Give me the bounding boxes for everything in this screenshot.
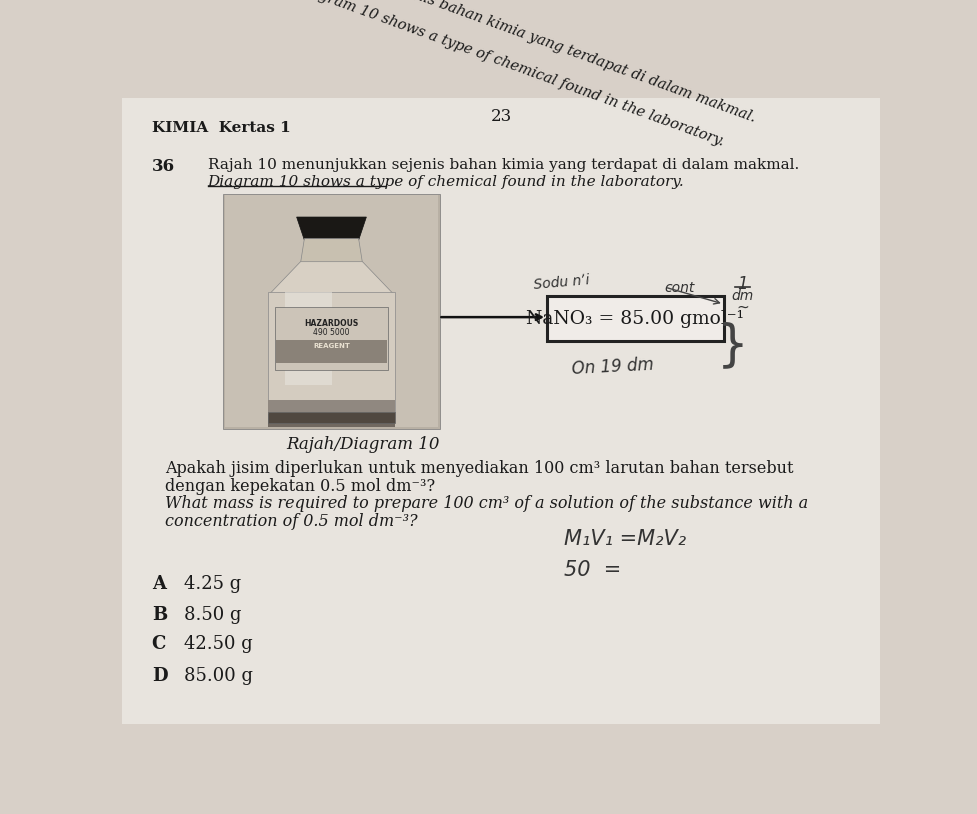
FancyBboxPatch shape bbox=[223, 194, 440, 429]
Text: 36: 36 bbox=[151, 158, 175, 175]
FancyBboxPatch shape bbox=[275, 307, 388, 370]
Text: On 19 dm: On 19 dm bbox=[572, 356, 654, 378]
FancyBboxPatch shape bbox=[268, 292, 395, 412]
Text: concentration of 0.5 mol dm⁻³?: concentration of 0.5 mol dm⁻³? bbox=[165, 514, 417, 531]
Text: C: C bbox=[151, 635, 166, 653]
Text: 50  =: 50 = bbox=[564, 560, 620, 580]
Text: What mass is required to prepare 100 cm³ of a solution of the substance with a: What mass is required to prepare 100 cm³… bbox=[165, 495, 807, 512]
Text: Sodu nʼi: Sodu nʼi bbox=[532, 274, 589, 292]
FancyBboxPatch shape bbox=[546, 296, 723, 341]
FancyBboxPatch shape bbox=[122, 98, 879, 724]
Text: }: } bbox=[716, 321, 747, 369]
Text: A: A bbox=[151, 575, 165, 593]
Text: 1: 1 bbox=[737, 275, 746, 293]
Text: dengan kepekatan 0.5 mol dm⁻³?: dengan kepekatan 0.5 mol dm⁻³? bbox=[165, 478, 435, 495]
Text: 490 5000: 490 5000 bbox=[313, 328, 350, 337]
Text: 8.50 g: 8.50 g bbox=[184, 606, 241, 624]
Polygon shape bbox=[296, 217, 366, 240]
FancyBboxPatch shape bbox=[225, 195, 438, 427]
Polygon shape bbox=[270, 261, 393, 294]
Text: Diagram 10 shows a type of chemical found in the laboratory.: Diagram 10 shows a type of chemical foun… bbox=[207, 175, 684, 189]
FancyBboxPatch shape bbox=[276, 340, 387, 363]
FancyBboxPatch shape bbox=[268, 414, 395, 427]
Text: B: B bbox=[151, 606, 167, 624]
Text: Rajah 10 menunjukkan sejenis bahan kimia yang terdapat di dalam makmal.: Rajah 10 menunjukkan sejenis bahan kimia… bbox=[207, 158, 798, 172]
Text: ~: ~ bbox=[735, 300, 747, 314]
Text: HAZARDOUS: HAZARDOUS bbox=[304, 318, 359, 328]
Text: 42.50 g: 42.50 g bbox=[184, 635, 253, 653]
Text: KIMIA  Kertas 1: KIMIA Kertas 1 bbox=[151, 120, 290, 135]
Text: 23: 23 bbox=[490, 108, 511, 125]
Text: cont: cont bbox=[664, 281, 695, 295]
Text: Diagram 10 shows a type of chemical found in the laboratory.: Diagram 10 shows a type of chemical foun… bbox=[293, 0, 726, 149]
Text: M₁V₁ =M₂V₂: M₁V₁ =M₂V₂ bbox=[564, 529, 686, 549]
Text: NaNO₃ = 85.00 gmol⁻¹: NaNO₃ = 85.00 gmol⁻¹ bbox=[526, 309, 743, 328]
Text: Rajah/Diagram 10: Rajah/Diagram 10 bbox=[285, 436, 439, 453]
Text: Apakah jisim diperlukan untuk menyediakan 100 cm³ larutan bahan tersebut: Apakah jisim diperlukan untuk menyediaka… bbox=[165, 460, 792, 476]
FancyBboxPatch shape bbox=[284, 292, 331, 385]
FancyBboxPatch shape bbox=[268, 412, 395, 422]
Text: D: D bbox=[151, 667, 167, 685]
FancyBboxPatch shape bbox=[268, 400, 395, 414]
Text: Rajah 10 menunjukkan sejenis bahan kimia yang terdapat di dalam makmal.: Rajah 10 menunjukkan sejenis bahan kimia… bbox=[220, 0, 757, 125]
Text: 85.00 g: 85.00 g bbox=[184, 667, 253, 685]
Text: REAGENT: REAGENT bbox=[313, 344, 350, 349]
Text: 4.25 g: 4.25 g bbox=[184, 575, 241, 593]
Polygon shape bbox=[300, 239, 362, 263]
Text: dm: dm bbox=[731, 289, 752, 303]
